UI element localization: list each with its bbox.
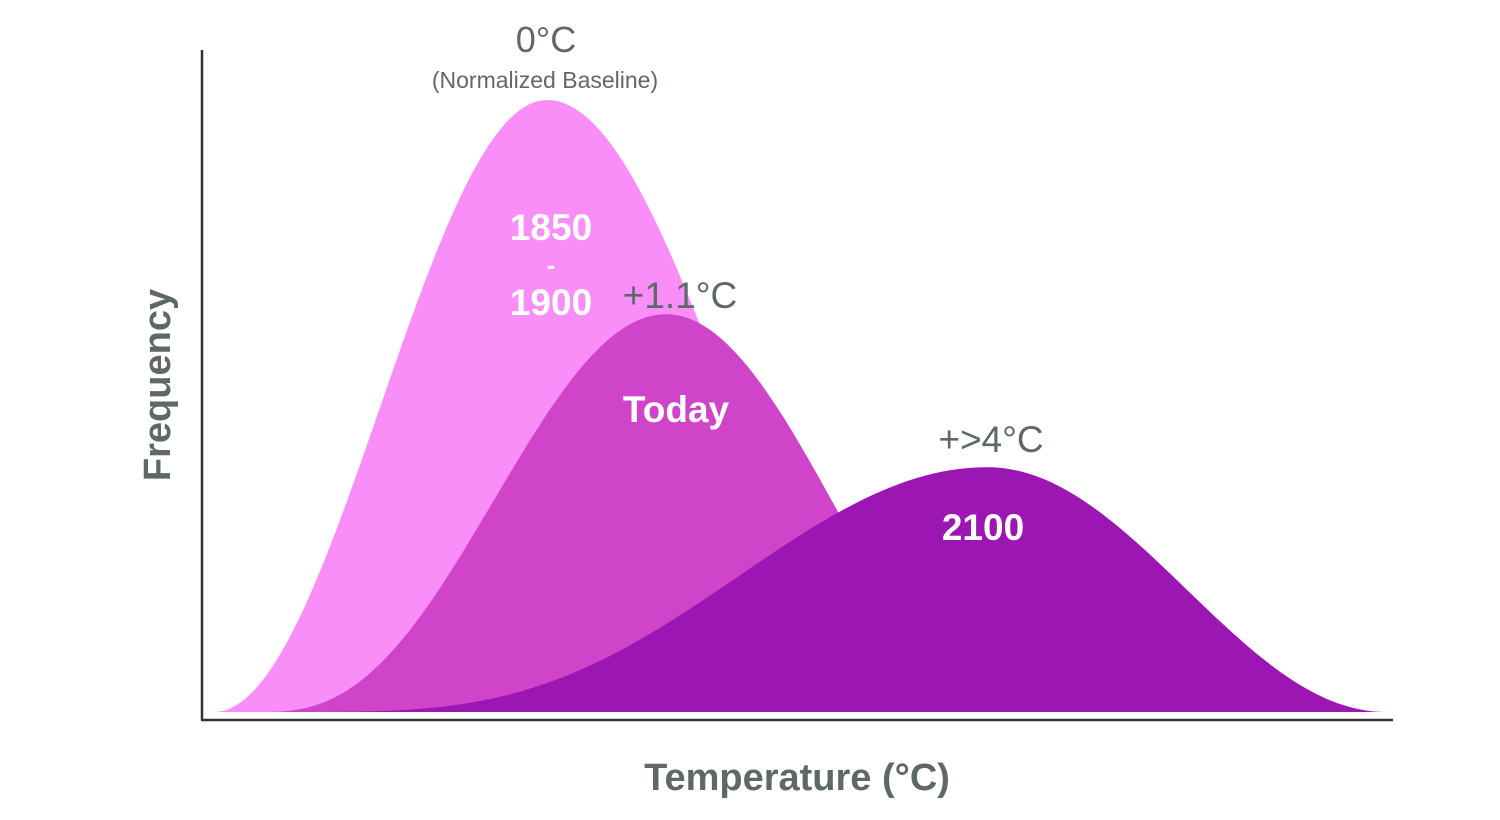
annotation-baseline: 0°C [516, 19, 576, 60]
label-2100: 2100 [942, 507, 1024, 548]
annotation-2100: +>4°C [938, 419, 1043, 460]
distribution-areas [213, 100, 1386, 712]
x-axis-label: Temperature (°C) [644, 757, 950, 799]
label-dash: - [547, 250, 556, 280]
annotation-baseline-sub: (Normalized Baseline) [432, 67, 658, 93]
distribution-area-3 [285, 467, 1386, 712]
label-today: Today [623, 389, 730, 430]
y-axis-label: Frequency [137, 289, 179, 481]
label-1850: 1850 [510, 207, 592, 248]
annotation-today: +1.1°C [623, 275, 738, 316]
label-1900: 1900 [510, 282, 592, 323]
